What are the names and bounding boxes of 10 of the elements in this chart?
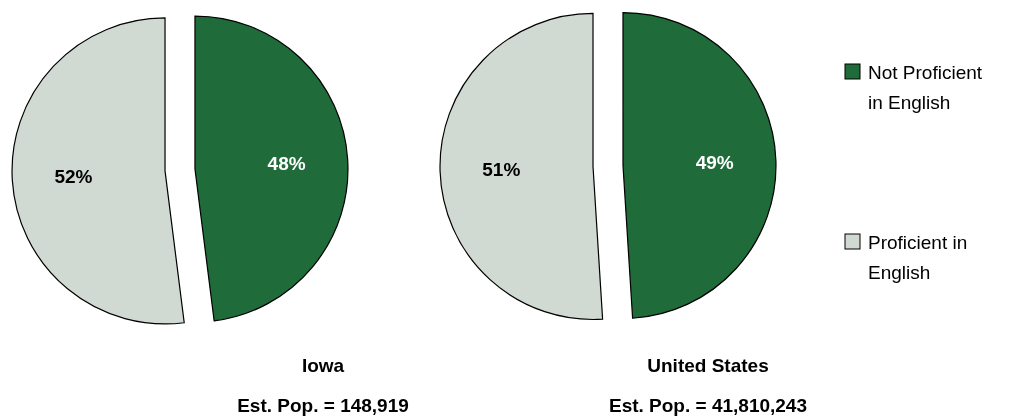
data-label: 49% [695, 152, 734, 174]
text: Iowa [301, 355, 345, 376]
data-label: 52% [54, 166, 93, 188]
data-label: 48% [267, 152, 306, 174]
text: United States [647, 355, 769, 376]
legend-label: Proficient in English [868, 231, 968, 283]
legend-label: Not Proficient in English [868, 61, 983, 113]
text: Est. Pop. = 41,810,243 [608, 395, 808, 416]
data-label: 51% [482, 158, 521, 180]
text: Est. Pop. = 148,919 [237, 395, 409, 416]
